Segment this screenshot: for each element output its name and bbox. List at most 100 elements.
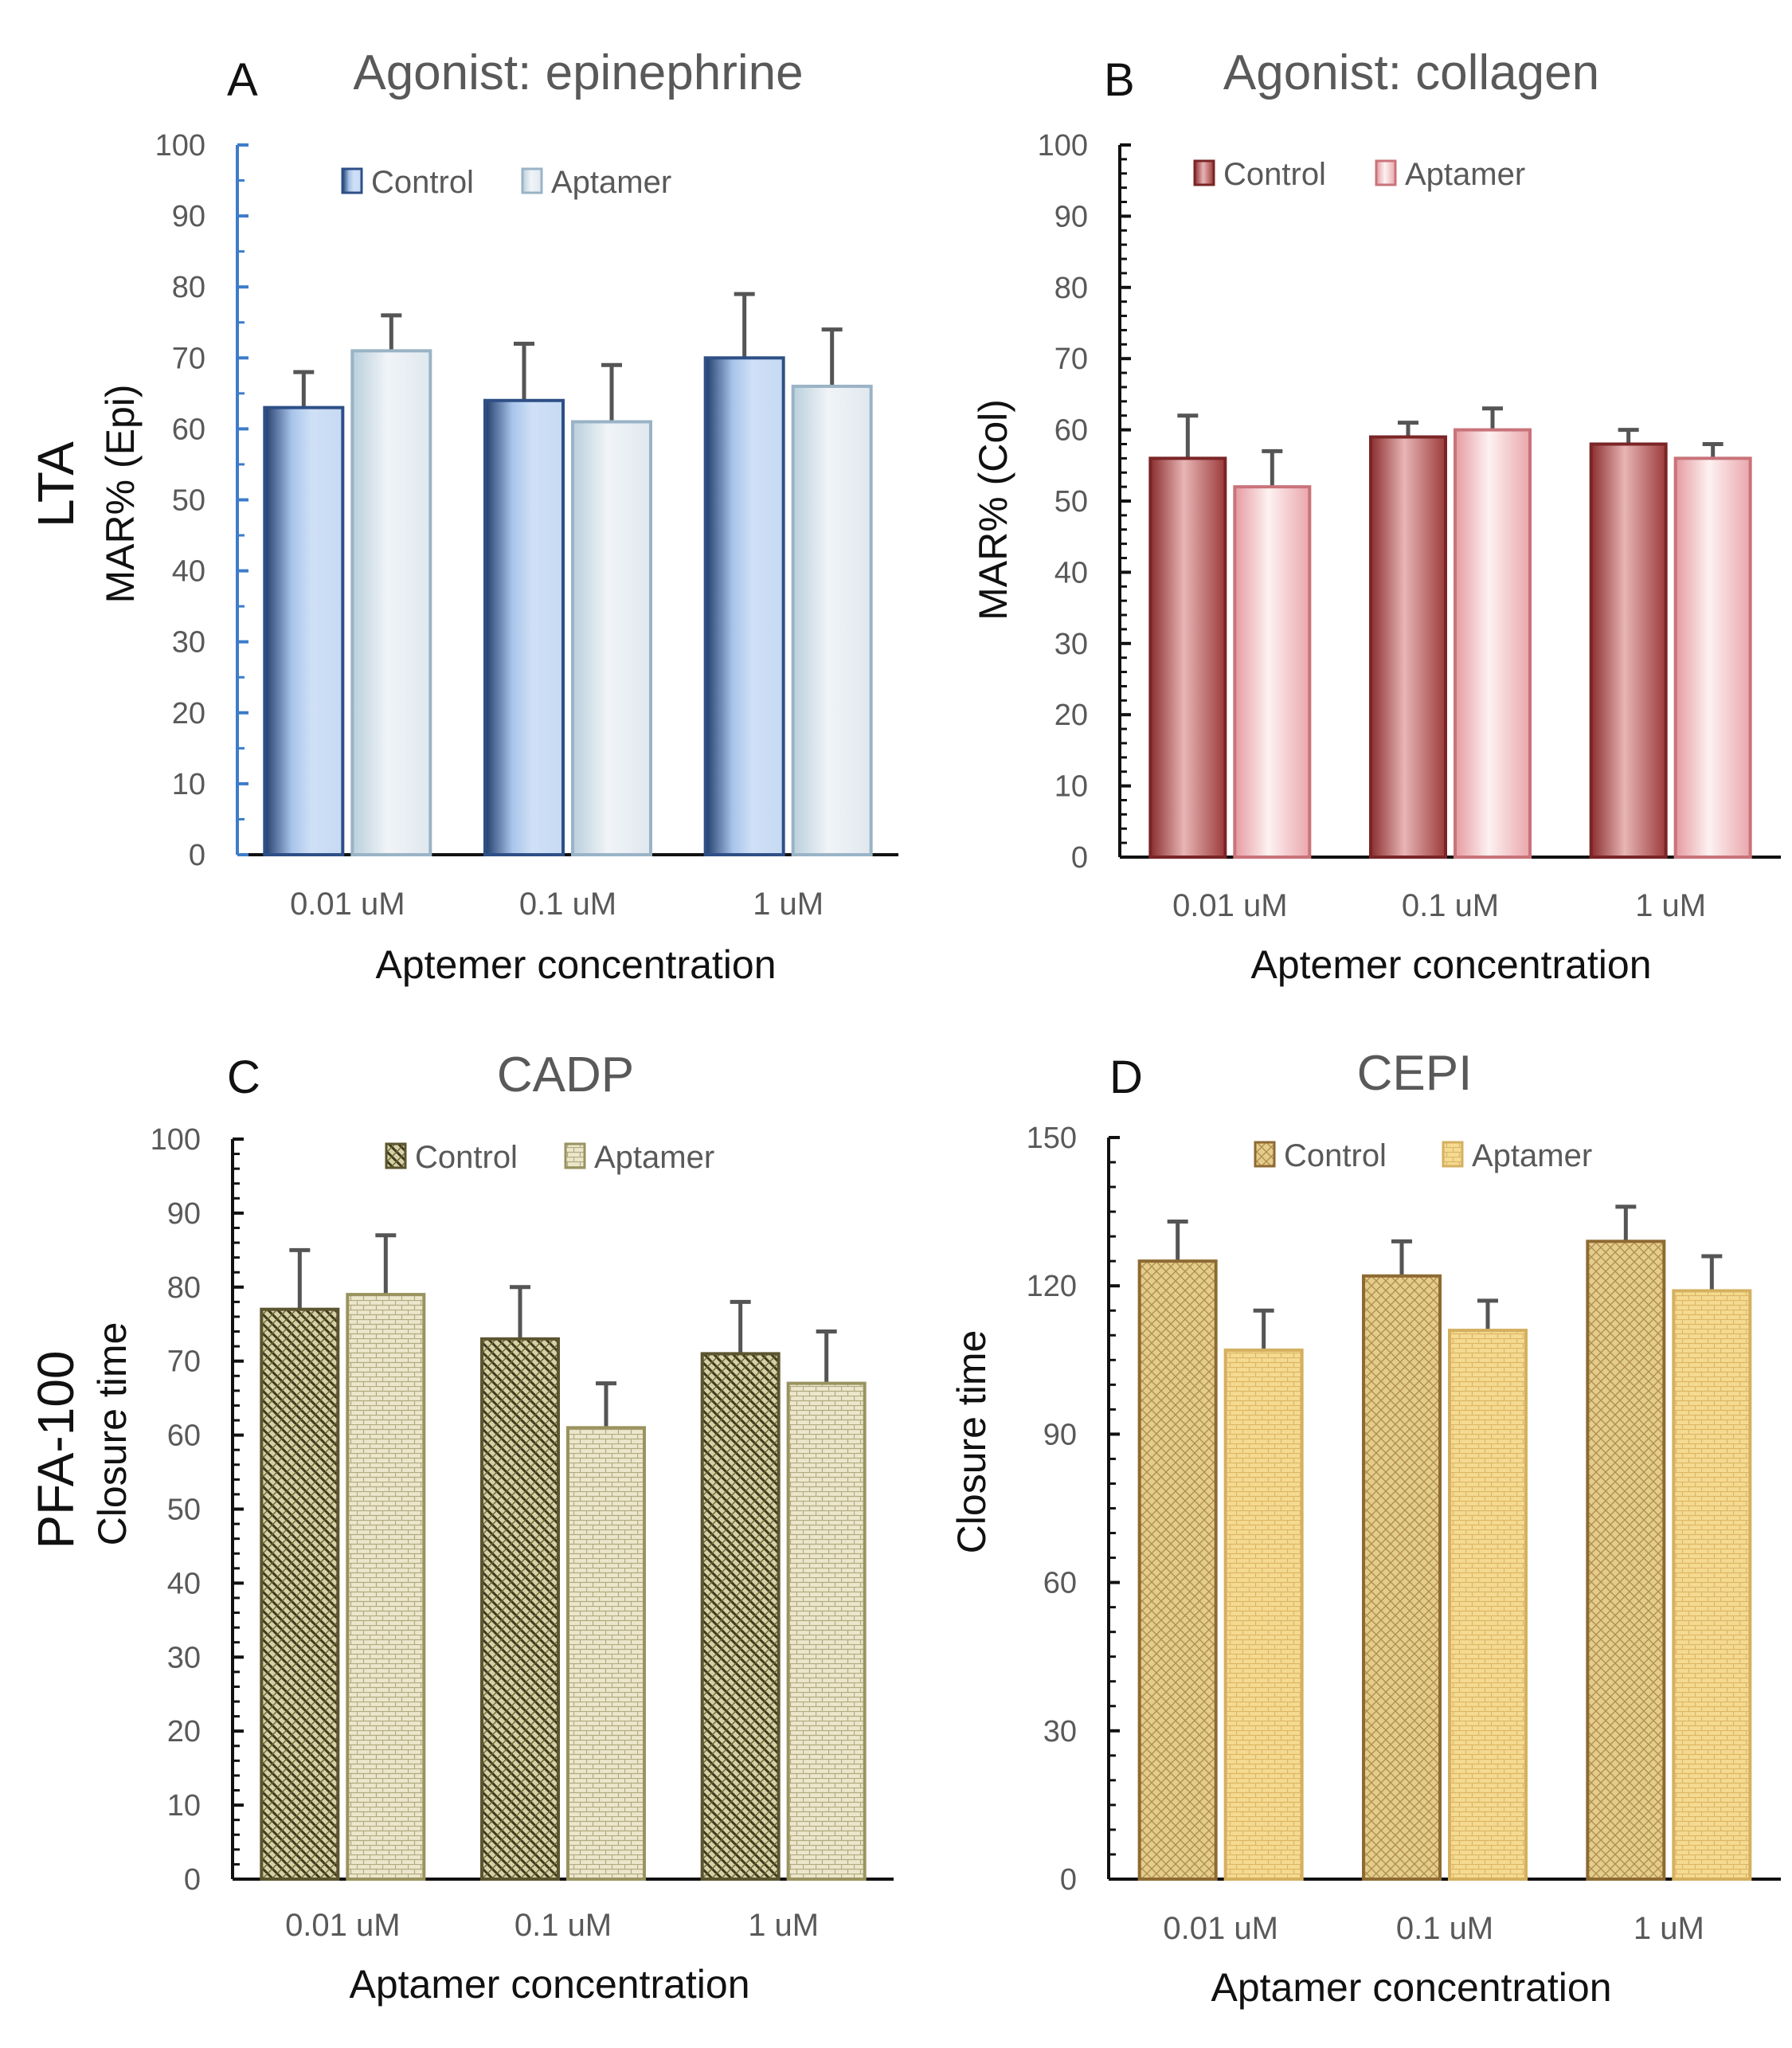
panel-a-bar-aptamer-0-01-um <box>350 349 432 856</box>
panel-c-tick-label: 60 <box>167 1420 201 1453</box>
panel-a-tick-label: 30 <box>172 626 205 660</box>
panel-a-tick-label: 0 <box>189 839 205 872</box>
panel-d-legend-label-control: Control <box>1284 1138 1387 1173</box>
panel-a-category-label: 0.1 uM <box>519 887 616 922</box>
panel-b-title: Agonist: collagen <box>1223 45 1599 100</box>
panel-c-tick-label: 100 <box>151 1123 201 1157</box>
panel-a-legend-swatch-control <box>341 167 363 194</box>
panel-a-tick-label: 100 <box>155 129 205 163</box>
panel-a-bar-control-0-1-um <box>483 398 565 856</box>
panel-b-tick-label: 40 <box>1054 556 1088 589</box>
panel-a-tick-label: 60 <box>172 413 205 446</box>
panel-d-tick-label: 120 <box>1027 1270 1077 1303</box>
panel-c-tick-label: 80 <box>167 1271 201 1305</box>
panel-c-tick-label: 20 <box>167 1715 201 1748</box>
panel-a-category-label: 0.01 uM <box>290 887 405 922</box>
panel-c-tick-label: 40 <box>167 1567 201 1600</box>
panel-a-tick-label: 50 <box>172 484 205 518</box>
panel-d-category-label: 0.1 uM <box>1396 1911 1493 1946</box>
panel-c-legend-label-aptamer: Aptamer <box>594 1140 714 1175</box>
panel-b-category-label: 0.1 uM <box>1402 888 1499 923</box>
panel-d-tick-label: 90 <box>1043 1418 1077 1451</box>
panel-b-bar-control-1-um <box>1589 442 1668 859</box>
panel-a-bar-control-0-01-um <box>263 405 345 857</box>
panel-b-tick-label: 0 <box>1071 841 1088 875</box>
panel-b-bar-control-0-01-um <box>1148 456 1227 859</box>
panel-a-bar-aptamer-1-um <box>791 384 873 856</box>
panel-a-bar-aptamer-0-1-um <box>571 420 652 856</box>
panel-a-legend-label-control: Control <box>371 165 474 200</box>
panel-c-tick-label: 30 <box>167 1641 201 1674</box>
panel-a-epinephrine-chart: A Agonist: epinephrine 0 10 20 30 40 50 60 70 80 90… <box>98 45 898 987</box>
panel-b-tick-label: 60 <box>1054 414 1088 448</box>
panel-c-tick-label: 10 <box>167 1789 201 1823</box>
panel-d-legend-swatch-control <box>1254 1141 1276 1168</box>
panel-b-category-label: 1 uM <box>1635 888 1706 923</box>
panel-c-bar-control-0-1-um <box>480 1337 560 1881</box>
panel-b-category-label: 0.01 uM <box>1172 888 1288 923</box>
panel-d-bar-control-0-01-um <box>1137 1259 1218 1881</box>
panel-b-bar-aptamer-0-01-um <box>1233 485 1312 859</box>
panel-a-tick-label: 70 <box>172 342 205 375</box>
panel-b-legend-swatch-control <box>1193 159 1215 186</box>
panel-c-bar-aptamer-0-1-um <box>566 1426 646 1882</box>
panel-a-title: Agonist: epinephrine <box>353 45 803 100</box>
panel-a-tick-label: 90 <box>172 200 205 233</box>
panel-b-tick-label: 20 <box>1054 699 1088 732</box>
panel-c-title: CADP <box>497 1047 634 1102</box>
panel-b-y-axis-label: MAR% (Col) <box>971 399 1015 621</box>
panel-c-bar-aptamer-1-um <box>786 1381 867 1881</box>
panel-b-tick-label: 70 <box>1054 343 1088 376</box>
panel-a-tick-label: 80 <box>172 271 205 304</box>
panel-c-category-label: 0.01 uM <box>285 1908 401 1943</box>
panel-a-letter: A <box>227 54 258 106</box>
panel-c-letter: C <box>227 1051 260 1103</box>
panel-a-category-label: 1 uM <box>753 887 824 922</box>
panel-b-letter: B <box>1104 54 1135 106</box>
panel-b-bar-aptamer-0-1-um <box>1454 428 1532 859</box>
panel-b-bar-aptamer-1-um <box>1673 456 1752 859</box>
panel-d-category-label: 1 uM <box>1634 1911 1704 1946</box>
panel-a-x-axis-label: Aptemer concentration <box>375 942 776 987</box>
panel-d-legend-swatch-aptamer <box>1442 1141 1464 1168</box>
panel-a-tick-label: 20 <box>172 697 205 730</box>
panel-d-category-label: 0.01 uM <box>1163 1911 1278 1946</box>
panel-b-tick-label: 30 <box>1054 628 1088 661</box>
panel-d-tick-label: 60 <box>1043 1567 1077 1600</box>
panel-d-letter: D <box>1109 1051 1143 1103</box>
panel-a-tick-label: 40 <box>172 555 205 589</box>
panel-c-tick-label: 70 <box>167 1345 201 1379</box>
panel-d-legend-label-aptamer: Aptamer <box>1472 1138 1592 1173</box>
panel-b-tick-label: 10 <box>1054 770 1088 804</box>
panel-c-category-label: 1 uM <box>748 1908 819 1943</box>
panel-b-tick-label: 50 <box>1054 485 1088 519</box>
panel-d-title: CEPI <box>1357 1046 1473 1101</box>
panel-c-bar-control-0-01-um <box>260 1307 340 1882</box>
panel-b-bar-control-0-1-um <box>1369 435 1447 859</box>
panel-d-y-axis-label: Closure time <box>949 1330 994 1554</box>
panel-a-y-axis-label: MAR% (Epi) <box>98 384 143 603</box>
panel-a-legend-swatch-aptamer <box>521 167 543 194</box>
panel-c-tick-label: 0 <box>184 1863 201 1897</box>
panel-b-x-axis-label: Aptemer concentration <box>1250 942 1651 987</box>
panel-c-tick-label: 50 <box>167 1494 201 1527</box>
panel-c-y-axis-label: Closure time <box>90 1322 135 1546</box>
panel-c-x-axis-label: Aptamer concentration <box>349 1962 749 2007</box>
panel-c-category-label: 0.1 uM <box>515 1908 612 1943</box>
panel-b-legend-label-control: Control <box>1223 157 1326 192</box>
panel-d-x-axis-label: Aptamer concentration <box>1211 1965 1611 2010</box>
panel-c-cadp-chart: C CADP 0 10 20 30 40 50 60 70 80 90 100 Aptamer conce… <box>90 1047 894 2007</box>
panel-d-bar-aptamer-0-01-um <box>1223 1348 1304 1882</box>
row-label-lta: LTA <box>27 441 84 527</box>
panel-b-legend-swatch-aptamer <box>1375 159 1397 186</box>
panel-c-bar-aptamer-0-01-um <box>346 1293 426 1881</box>
panel-b-tick-label: 80 <box>1054 272 1088 305</box>
panel-d-bar-control-1-um <box>1586 1239 1666 1881</box>
panel-b-tick-label: 100 <box>1038 129 1088 163</box>
panel-a-tick-label: 10 <box>172 768 205 801</box>
panel-d-tick-label: 30 <box>1043 1715 1077 1748</box>
panel-c-legend-swatch-aptamer <box>564 1142 586 1169</box>
panel-c-legend-swatch-control <box>385 1142 407 1169</box>
panel-a-legend-label-aptamer: Aptamer <box>551 165 671 200</box>
panel-d-cepi-chart: D CEPI 0 30 60 90 120 150 Aptamer concentration C… <box>949 1046 1781 2010</box>
